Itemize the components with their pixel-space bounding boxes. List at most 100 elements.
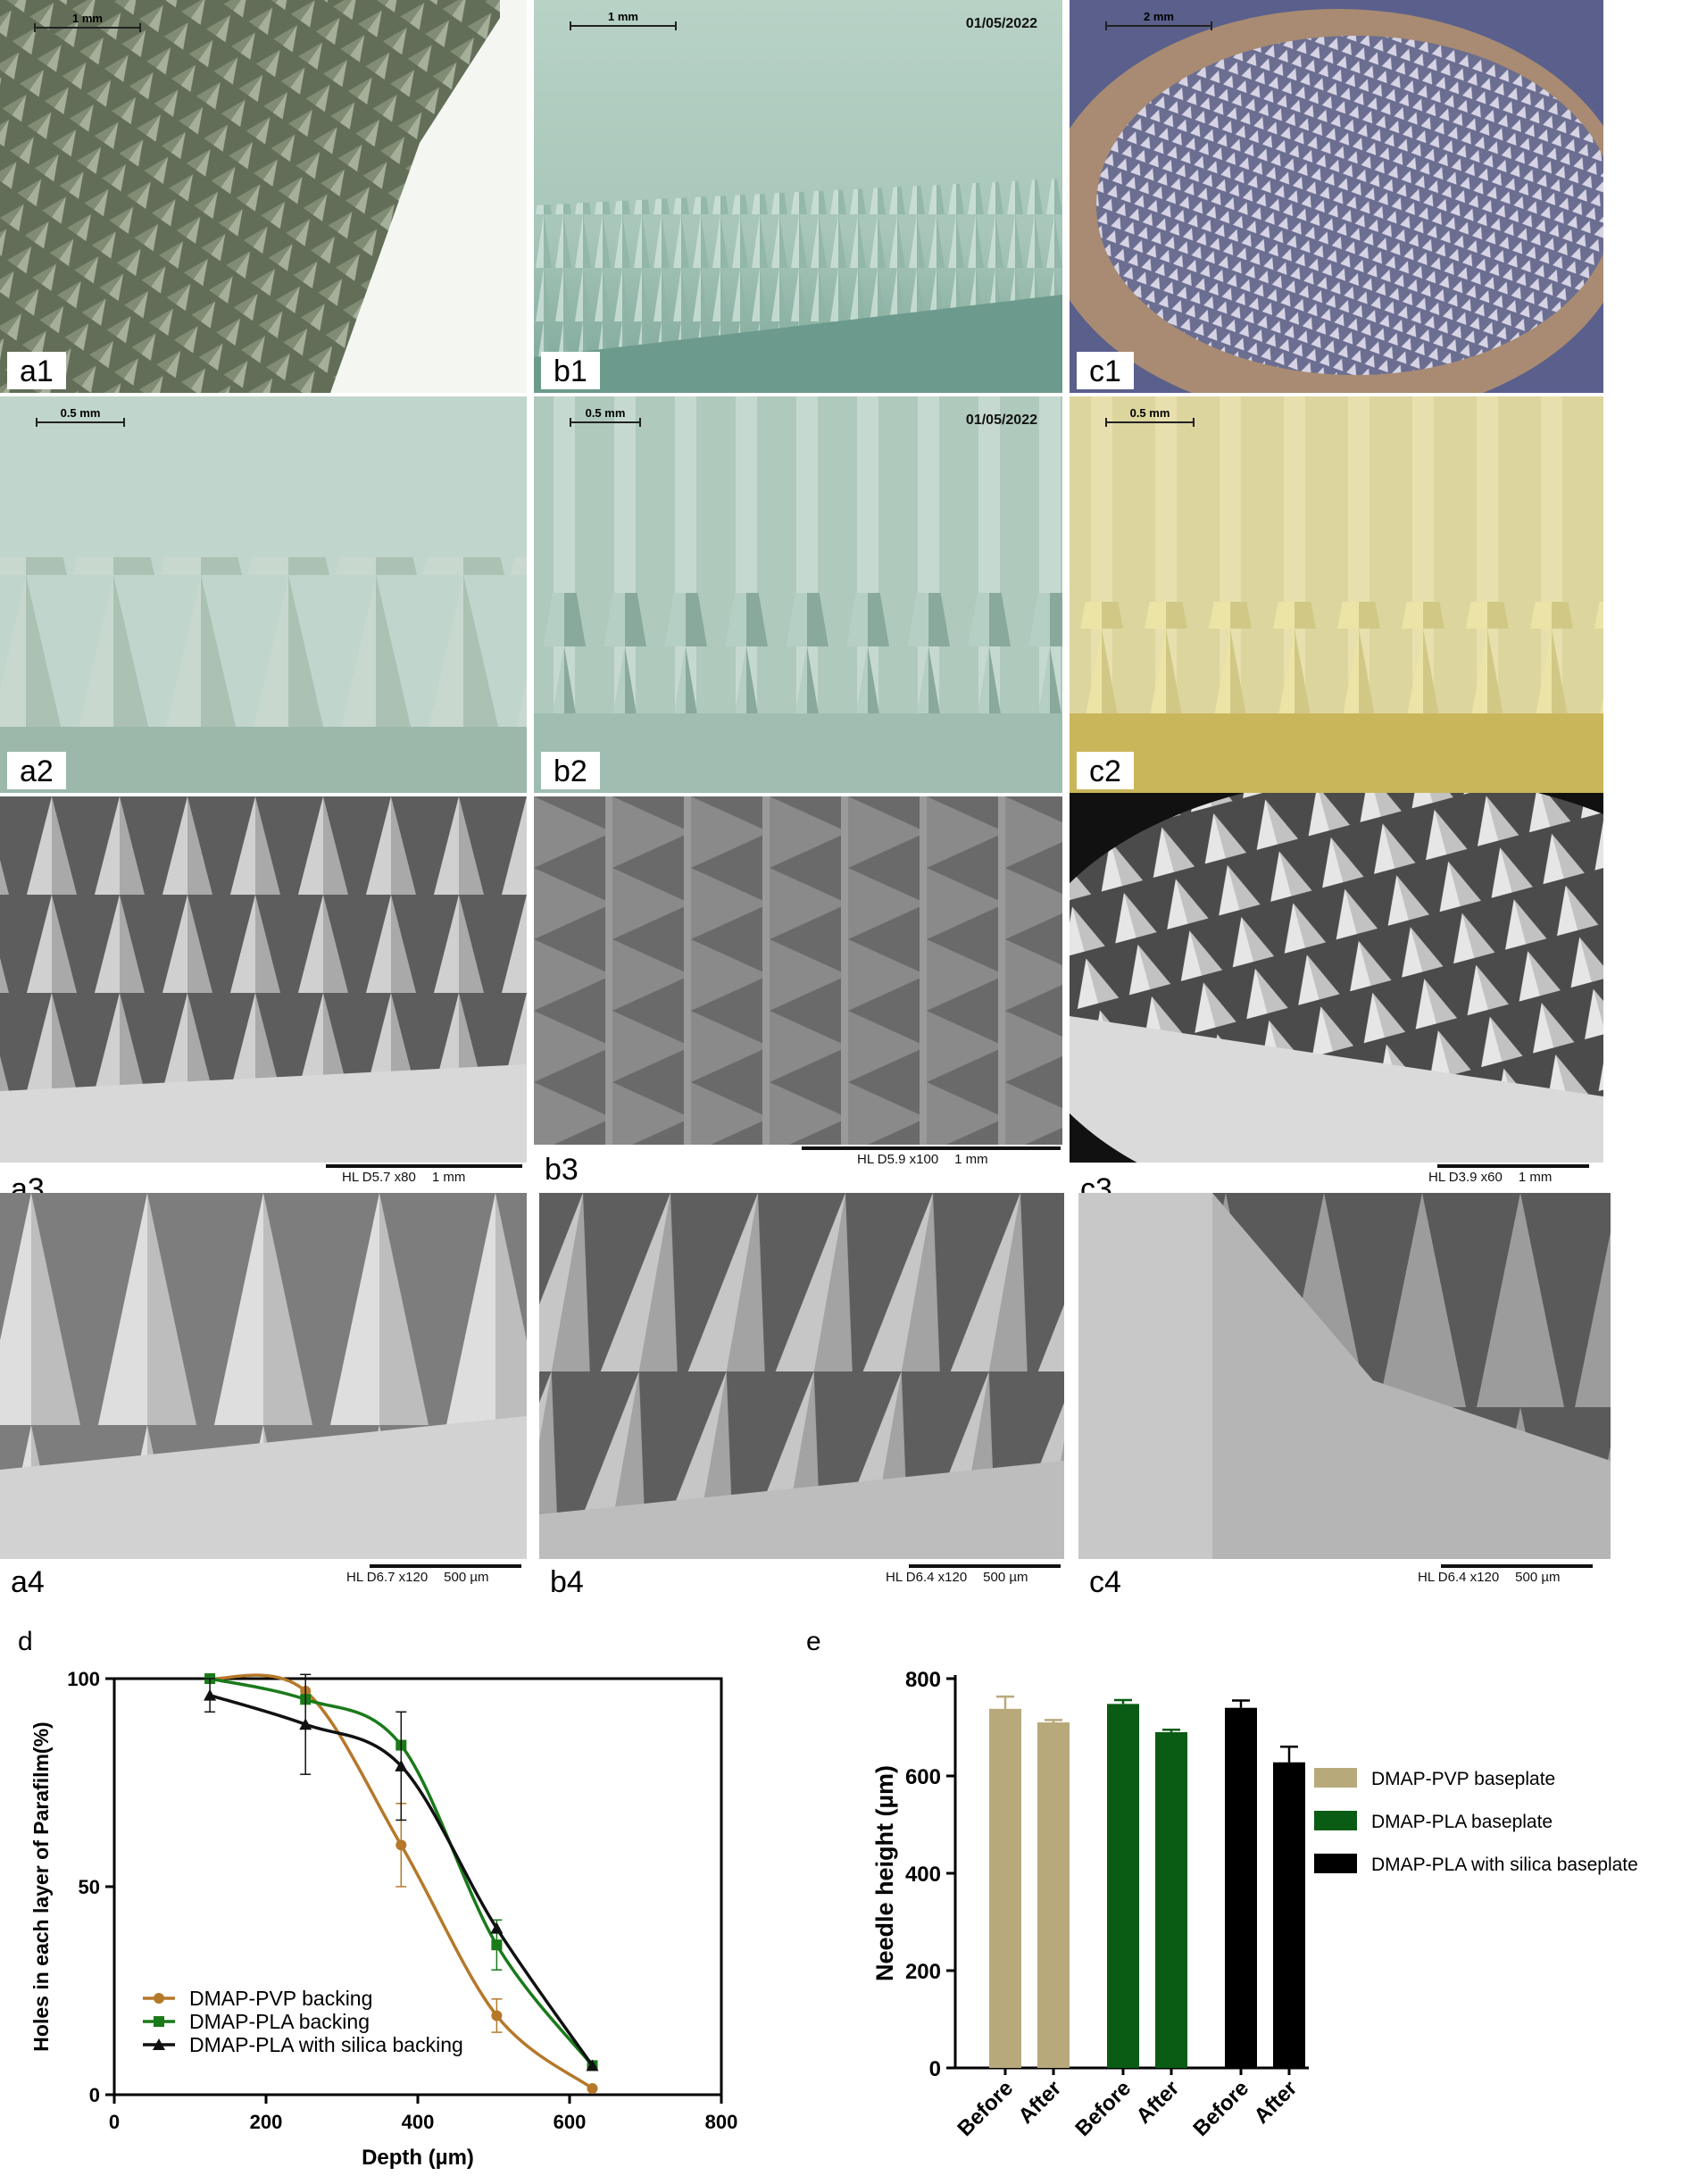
y-tick-label: 100 — [67, 1668, 100, 1690]
legend-swatch — [1314, 1854, 1357, 1873]
bar — [1155, 1731, 1187, 2068]
y-tick-label: 800 — [905, 1668, 941, 1692]
sem-image-b3 — [534, 796, 1062, 1145]
x-tick-label: Before — [1188, 2076, 1253, 2141]
chart-d-label: d — [18, 1627, 33, 1656]
scale-bar: 0.5 mm — [1105, 406, 1195, 427]
x-tick-label: After — [1250, 2076, 1303, 2129]
data-point — [204, 1688, 217, 1701]
sem-image-c3 — [1070, 793, 1603, 1163]
panel-a4: a4 HL D6.7 x120 500 µm — [0, 1193, 527, 1599]
panel-a3: a3 HL D5.7 x80 1 mm — [0, 796, 527, 1206]
x-tick-label: 0 — [109, 2111, 120, 2133]
data-point — [490, 1921, 504, 1934]
data-point — [153, 2038, 165, 2050]
scale-bar: 2 mm — [1105, 10, 1212, 30]
photo-date: 01/05/2022 — [965, 413, 1037, 428]
bar — [1273, 1762, 1305, 2068]
panel-b1: 1 mm 01/05/2022 b1 — [534, 0, 1062, 393]
x-tick-label: 200 — [250, 2111, 283, 2133]
legend-entry: DMAP-PVP backing — [189, 1987, 372, 2010]
sem-info: HL D6.4 x120 500 µm — [870, 1564, 1061, 1585]
y-axis-label: Holes in each layer of Parafilm(%) — [29, 1721, 53, 2051]
panel-label: a4 — [11, 1565, 45, 1599]
data-point — [299, 1718, 312, 1730]
panel-label: a1 — [7, 352, 66, 389]
data-point — [491, 1939, 503, 1951]
sem-info: HL D6.7 x120 500 µm — [330, 1564, 521, 1585]
microneedle-photo-a2 — [0, 396, 527, 793]
panel-a2: 0.5 mm a2 — [0, 396, 527, 793]
panel-c4: c4 HL D6.4 x120 500 µm — [1078, 1193, 1611, 1599]
panel-a1: 1 mm a1 — [0, 0, 527, 393]
legend-swatch — [1314, 1768, 1357, 1788]
panel-b2: 0.5 mm 01/05/2022 b2 — [534, 396, 1062, 793]
microneedle-photo-c1 — [1070, 0, 1603, 393]
panel-b4: b4 HL D6.4 x120 500 µm — [539, 1193, 1064, 1599]
microneedle-photo-a1 — [0, 0, 527, 393]
bar — [989, 1708, 1021, 2068]
data-point — [491, 2010, 503, 2021]
panel-c1: 2 mm c1 — [1070, 0, 1603, 393]
scale-bar: 1 mm — [570, 10, 677, 30]
sem-image-b4 — [539, 1193, 1064, 1559]
panel-b3: b3 HL D5.9 x100 1 mm — [534, 796, 1062, 1187]
panel-label: b2 — [541, 752, 600, 789]
series-1: DMAP-PLA backing — [143, 1673, 598, 2071]
legend-entry: DMAP-PLA with silica backing — [189, 2033, 463, 2056]
scale-bar: 0.5 mm — [570, 406, 641, 427]
data-point — [586, 2059, 599, 2071]
data-point — [587, 2083, 598, 2095]
series-2: DMAP-PLA with silica backing — [143, 1673, 599, 2071]
x-tick-label: After — [1014, 2076, 1067, 2129]
series-line — [209, 1693, 594, 2067]
y-tick-label: 400 — [905, 1863, 941, 1887]
panel-label: b4 — [550, 1565, 584, 1599]
legend-swatch — [1314, 1811, 1357, 1830]
microneedle-photo-c2 — [1070, 396, 1603, 793]
y-tick-label: 0 — [929, 2057, 941, 2081]
series-line — [209, 1677, 594, 2067]
chart-e-label: e — [806, 1627, 821, 1656]
panel-label: b1 — [541, 352, 600, 389]
bar — [1107, 1704, 1139, 2068]
legend-entry: DMAP-PVP baseplate — [1371, 1769, 1555, 1789]
photo-date: 01/05/2022 — [965, 16, 1037, 31]
panel-label: c4 — [1089, 1565, 1121, 1599]
panel-label: c2 — [1077, 752, 1134, 789]
panel-label: c1 — [1077, 352, 1134, 389]
sem-info: HL D3.9 x60 1 mm — [1391, 1164, 1589, 1185]
microneedle-photo-b2 — [534, 396, 1062, 793]
legend-entry: DMAP-PLA baseplate — [1371, 1812, 1553, 1832]
x-axis-label: Depth (µm) — [362, 2146, 474, 2170]
x-tick-label: Before — [953, 2076, 1018, 2141]
panel-label: b3 — [545, 1153, 579, 1187]
data-point — [395, 1759, 408, 1771]
panel-c3: c3 HL D3.9 x60 1 mm — [1070, 793, 1603, 1206]
scale-bar: 0.5 mm — [36, 406, 125, 427]
legend-entry: DMAP-PLA with silica baseplate — [1371, 1855, 1638, 1875]
x-tick-label: 800 — [705, 2111, 738, 2133]
y-tick-label: 0 — [89, 2084, 100, 2106]
panel-c2: 0.5 mm c2 — [1070, 396, 1603, 793]
sem-info: HL D5.9 x100 1 mm — [802, 1146, 1061, 1167]
y-tick-label: 200 — [905, 1960, 941, 1984]
data-point — [395, 1839, 407, 1851]
sem-info: HL D5.7 x80 1 mm — [326, 1164, 522, 1185]
legend-entry: DMAP-PLA backing — [189, 2010, 370, 2033]
y-axis-label: Needle height (µm) — [871, 1765, 898, 1981]
panel-label: a2 — [7, 752, 66, 789]
y-tick-label: 600 — [905, 1765, 941, 1789]
x-tick-label: 600 — [554, 2111, 587, 2133]
scale-bar: 1 mm — [34, 12, 141, 32]
sem-image-c4 — [1078, 1193, 1611, 1559]
sem-image-a4 — [0, 1193, 527, 1559]
microneedle-photo-b1 — [534, 0, 1062, 393]
bar — [1225, 1707, 1257, 2068]
bar — [1037, 1722, 1070, 2068]
y-tick-label: 50 — [79, 1876, 100, 1898]
sem-image-a3 — [0, 796, 527, 1163]
data-point — [154, 1993, 164, 2004]
x-tick-label: After — [1132, 2076, 1185, 2129]
